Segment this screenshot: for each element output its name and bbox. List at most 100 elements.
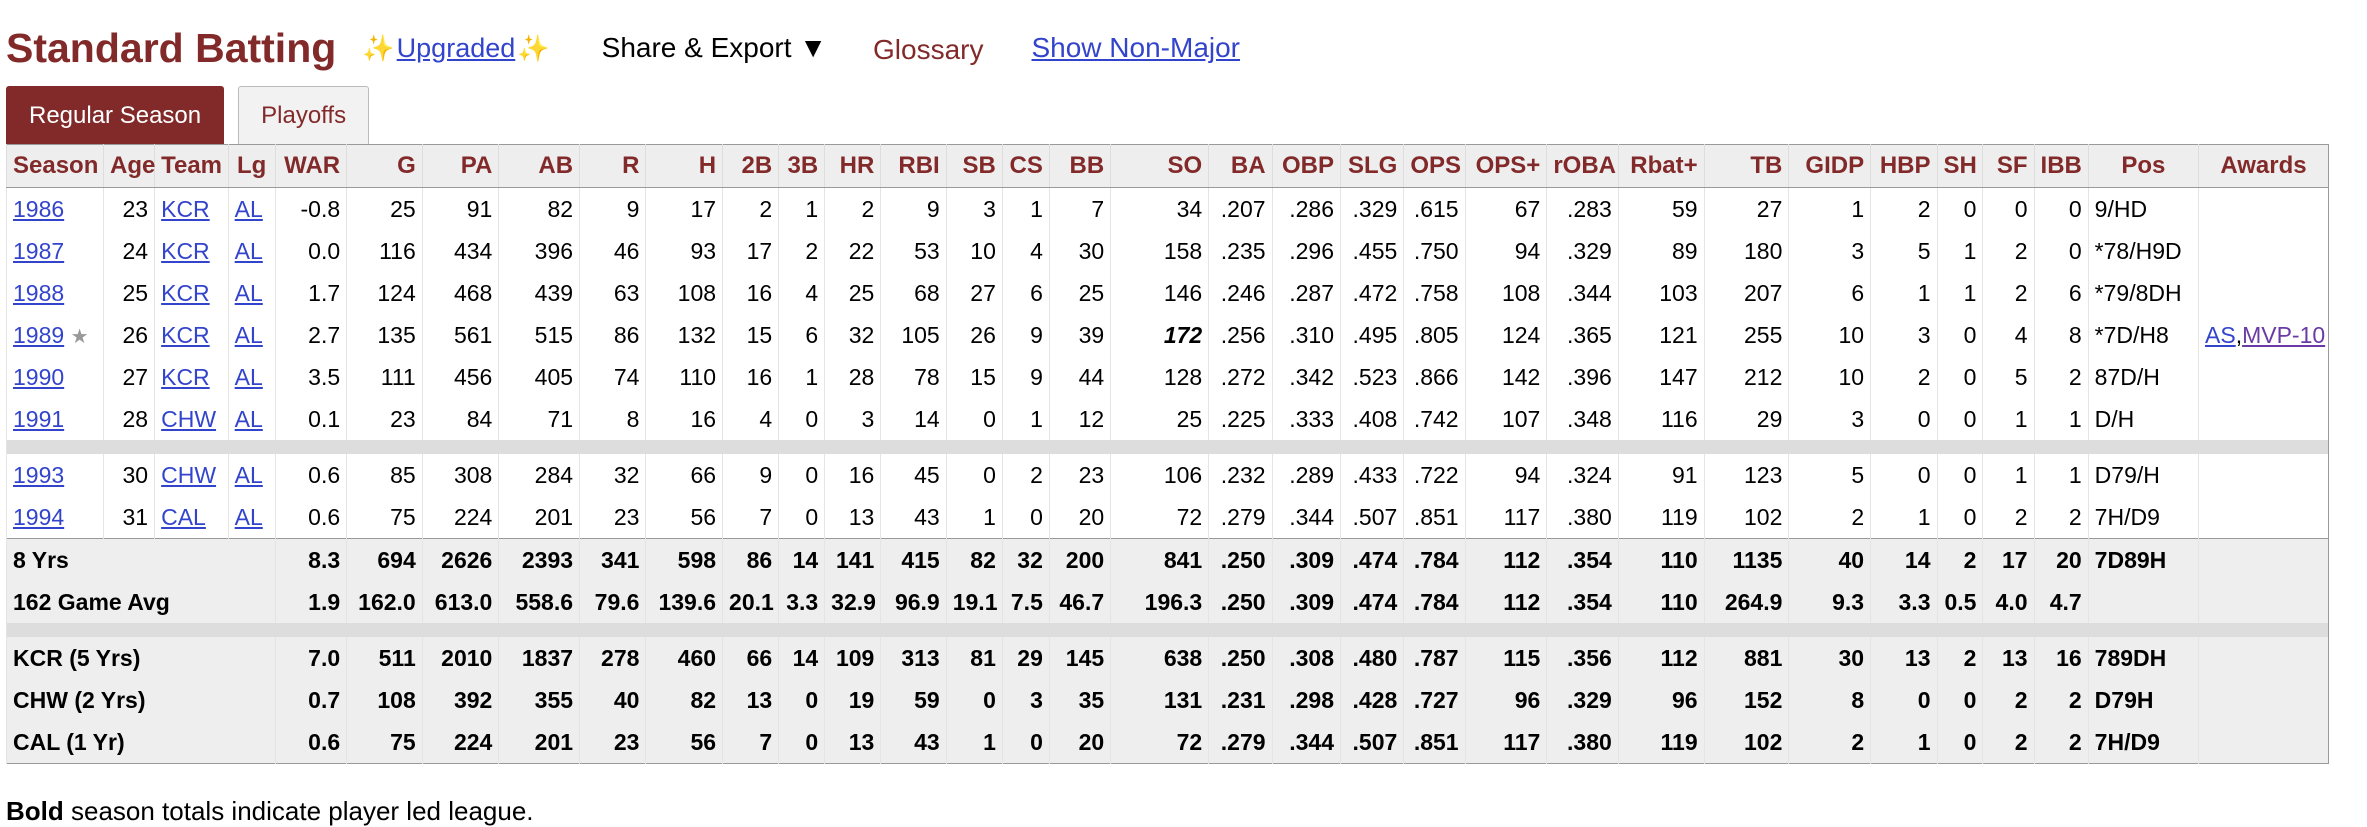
season-link[interactable]: 1988 (13, 279, 65, 306)
summary-stat-cell: 29 (1001, 637, 1050, 679)
team-link[interactable]: CHW (161, 405, 217, 432)
stat-cell: 128 (1110, 356, 1209, 398)
season-link[interactable]: 1986 (13, 195, 65, 222)
column-header[interactable]: 3B (778, 144, 825, 188)
stat-cell: 2 (1001, 454, 1050, 496)
column-header[interactable]: Season (5, 144, 104, 188)
summary-stat-cell: .380 (1546, 721, 1619, 764)
position-cell: 7H/D9 (2087, 496, 2199, 539)
stat-cell: .742 (1403, 398, 1466, 440)
team-link[interactable]: KCR (161, 279, 210, 306)
league-link[interactable]: AL (234, 363, 263, 390)
season-link[interactable]: 1989 (13, 321, 65, 348)
column-header[interactable]: BA (1208, 144, 1273, 188)
league-link[interactable]: AL (234, 405, 263, 432)
award-link[interactable]: AS (2205, 321, 2236, 348)
column-header[interactable]: PA (421, 144, 499, 188)
league-link[interactable]: AL (234, 279, 263, 306)
glossary-link[interactable]: Glossary (873, 34, 984, 65)
summary-label: 162 Game Avg (6, 581, 276, 623)
stat-cell: 9 (579, 187, 646, 230)
column-header[interactable]: rOBA (1546, 144, 1619, 188)
award-link[interactable]: MVP-10 (2242, 321, 2326, 348)
table-cell: AL (227, 356, 276, 398)
column-header[interactable]: Team (154, 144, 229, 188)
league-link[interactable]: AL (234, 195, 263, 222)
stat-cell: 5 (1870, 230, 1937, 272)
column-header[interactable]: WAR (274, 144, 347, 188)
summary-stat-cell: 102 (1703, 721, 1789, 764)
column-header[interactable]: 2B (722, 144, 779, 188)
column-header[interactable]: Age (103, 144, 155, 188)
tab-regular-season[interactable]: Regular Season (6, 86, 225, 145)
season-link[interactable]: 1994 (13, 503, 65, 530)
stat-cell: 9 (1001, 314, 1050, 356)
stat-cell: 1 (1870, 496, 1937, 539)
summary-stat-cell: .250 (1208, 538, 1273, 581)
column-header[interactable]: TB (1703, 144, 1789, 188)
stat-cell: 1.7 (274, 272, 347, 314)
column-header[interactable]: GIDP (1788, 144, 1871, 188)
show-nonmajor-link[interactable]: Show Non-Major (1031, 32, 1241, 63)
column-header[interactable]: RBI (880, 144, 947, 188)
column-header[interactable]: HR (824, 144, 881, 188)
column-header[interactable]: G (346, 144, 423, 188)
column-header[interactable]: OBP (1271, 144, 1341, 188)
column-header[interactable]: Awards (2198, 144, 2329, 188)
team-link[interactable]: CAL (161, 503, 206, 530)
league-link[interactable]: AL (234, 461, 263, 488)
column-header[interactable]: SLG (1339, 144, 1404, 188)
upgraded-link[interactable]: Upgraded (396, 32, 516, 63)
column-header[interactable]: HBP (1870, 144, 1937, 188)
stat-cell: .235 (1208, 230, 1273, 272)
column-header[interactable]: R (579, 144, 646, 188)
column-header[interactable]: CS (1001, 144, 1050, 188)
stat-cell: 9 (1001, 356, 1050, 398)
summary-stat-cell: 7 (722, 721, 779, 764)
summary-stat-cell: 341 (579, 538, 646, 581)
stat-cell: 22 (824, 230, 881, 272)
share-export-menu[interactable]: Share & Export ▼ (602, 32, 827, 64)
stat-cell: 4 (1001, 230, 1050, 272)
stat-cell: .272 (1208, 356, 1273, 398)
column-header[interactable]: Lg (227, 144, 276, 188)
column-header[interactable]: Pos (2087, 144, 2199, 188)
team-link[interactable]: KCR (161, 321, 210, 348)
league-link[interactable]: AL (234, 237, 263, 264)
column-header[interactable]: OPS+ (1464, 144, 1547, 188)
stat-cell: .333 (1271, 398, 1341, 440)
column-header[interactable]: SO (1110, 144, 1209, 188)
season-link[interactable]: 1993 (13, 461, 65, 488)
column-header[interactable]: AB (498, 144, 580, 188)
stat-cell: 25 (824, 272, 881, 314)
team-link[interactable]: KCR (161, 363, 210, 390)
stat-cell: .207 (1208, 187, 1273, 230)
season-link[interactable]: 1987 (13, 237, 65, 264)
column-header[interactable]: SB (945, 144, 1003, 188)
tab-playoffs[interactable]: Playoffs (238, 86, 370, 145)
season-link[interactable]: 1991 (13, 405, 65, 432)
column-header[interactable]: Rbat+ (1617, 144, 1705, 188)
team-link[interactable]: KCR (161, 237, 210, 264)
summary-stat-cell: .354 (1546, 581, 1619, 623)
stat-cell: 1 (1982, 398, 2035, 440)
stat-cell: 1 (1788, 187, 1871, 230)
stat-cell: 27 (103, 356, 155, 398)
summary-stat-cell: 46.7 (1048, 581, 1111, 623)
summary-awards-cell (2198, 721, 2329, 764)
league-link[interactable]: AL (234, 503, 263, 530)
column-header[interactable]: SH (1936, 144, 1983, 188)
column-header[interactable]: H (645, 144, 723, 188)
stat-cell: 284 (498, 454, 580, 496)
column-header[interactable]: OPS (1403, 144, 1466, 188)
team-link[interactable]: CHW (161, 461, 217, 488)
column-header[interactable]: SF (1982, 144, 2035, 188)
stat-cell: .750 (1403, 230, 1466, 272)
season-link[interactable]: 1990 (13, 363, 65, 390)
summary-stat-cell: 264.9 (1703, 581, 1789, 623)
column-header[interactable]: IBB (2033, 144, 2089, 188)
league-link[interactable]: AL (234, 321, 263, 348)
column-header[interactable]: BB (1048, 144, 1111, 188)
team-link[interactable]: KCR (161, 195, 210, 222)
table-cell: KCR (154, 272, 229, 314)
